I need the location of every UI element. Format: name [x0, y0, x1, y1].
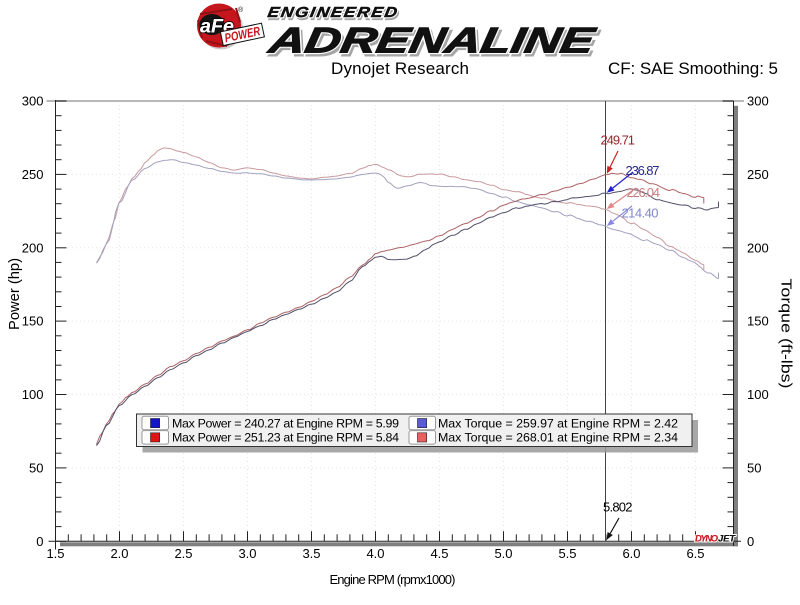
svg-text:Max Power = 240.27 at Engine R: Max Power = 240.27 at Engine RPM = 5.99: [172, 416, 399, 430]
svg-text:250: 250: [747, 167, 769, 182]
svg-text:236.87: 236.87: [626, 163, 660, 178]
svg-text:250: 250: [22, 167, 44, 182]
svg-text:Engine RPM (rpmx1000): Engine RPM (rpmx1000): [330, 572, 456, 587]
svg-text:ADRENALINE: ADRENALINE: [267, 23, 602, 64]
svg-text:300: 300: [22, 94, 44, 109]
svg-text:200: 200: [22, 240, 44, 255]
svg-text:3.5: 3.5: [302, 546, 320, 561]
svg-text:0: 0: [36, 534, 43, 549]
svg-text:4.0: 4.0: [366, 546, 384, 561]
svg-text:214.40: 214.40: [622, 206, 659, 221]
svg-text:2.5: 2.5: [174, 546, 192, 561]
svg-text:4.5: 4.5: [430, 546, 448, 561]
svg-text:6.0: 6.0: [622, 546, 640, 561]
svg-text:Dynojet Research: Dynojet Research: [331, 59, 469, 78]
svg-text:1.5: 1.5: [46, 546, 64, 561]
svg-text:2.0: 2.0: [110, 546, 128, 561]
svg-text:Power (hp): Power (hp): [7, 258, 23, 330]
svg-text:5.802: 5.802: [603, 500, 633, 515]
svg-text:249.71: 249.71: [601, 132, 636, 147]
svg-text:DYNO: DYNO: [695, 534, 719, 545]
svg-text:50: 50: [747, 460, 761, 475]
svg-text:50: 50: [29, 460, 43, 475]
svg-text:0: 0: [747, 534, 754, 549]
svg-text:5.0: 5.0: [494, 546, 512, 561]
svg-text:226.04: 226.04: [627, 185, 661, 200]
svg-text:5.5: 5.5: [558, 546, 576, 561]
svg-text:150: 150: [747, 314, 769, 329]
svg-text:Max Torque = 259.97 at Engine: Max Torque = 259.97 at Engine RPM = 2.42: [438, 416, 678, 430]
svg-text:ADRENALINE: ADRENALINE: [265, 20, 600, 61]
svg-text:JET: JET: [718, 534, 736, 545]
svg-text:100: 100: [22, 387, 44, 402]
svg-text:DYNO: DYNO: [695, 534, 719, 545]
svg-text:Torque (ft-lbs): Torque (ft-lbs): [778, 279, 794, 389]
svg-text:200: 200: [747, 240, 769, 255]
svg-text:ENGINEERED: ENGINEERED: [266, 5, 400, 21]
svg-text:®: ®: [238, 6, 244, 14]
svg-text:300: 300: [747, 94, 769, 109]
svg-text:JET: JET: [718, 534, 736, 545]
svg-text:150: 150: [22, 314, 44, 329]
svg-text:3.0: 3.0: [238, 546, 256, 561]
svg-text:Max Torque = 268.01 at Engine: Max Torque = 268.01 at Engine RPM = 2.34: [438, 431, 678, 445]
svg-text:CF: SAE Smoothing: 5: CF: SAE Smoothing: 5: [608, 59, 778, 78]
svg-text:100: 100: [747, 387, 769, 402]
svg-text:ENGINEERED: ENGINEERED: [268, 8, 402, 24]
svg-text:Max Power = 251.23 at Engine R: Max Power = 251.23 at Engine RPM = 5.84: [172, 431, 399, 445]
svg-text:ADRENALINE: ADRENALINE: [265, 20, 600, 61]
svg-text:6.5: 6.5: [686, 546, 704, 561]
svg-text:ENGINEERED: ENGINEERED: [266, 5, 400, 21]
